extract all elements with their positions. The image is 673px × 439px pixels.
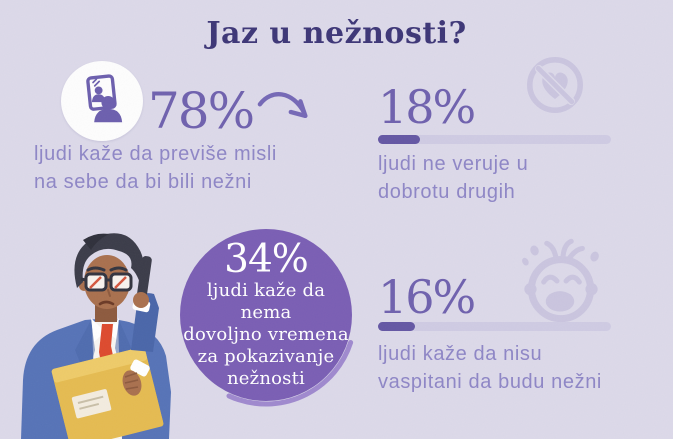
caption-line: dobrotu drugih xyxy=(378,181,516,203)
stat-value-self-focus: 78% xyxy=(148,82,255,140)
caption-line: nežnosti xyxy=(227,368,305,390)
caption-line: dovoljno vremena xyxy=(183,324,349,346)
caption-line: na sebe da bi bili nežni xyxy=(34,171,252,193)
stat-caption-upbringing: ljudi kaže da nisu vaspitani da budu než… xyxy=(378,340,602,396)
caption-line: ljudi kaže da nisu xyxy=(378,343,543,365)
worried-man-illustration xyxy=(15,230,185,439)
caption-line: ljudi kaže da previše misli xyxy=(34,143,277,165)
stat-value-upbringing: 16% xyxy=(378,270,476,324)
stat-caption-distrust: ljudi ne veruje u dobrotu drugih xyxy=(378,150,528,206)
progress-fill-upbringing xyxy=(378,322,416,331)
progress-bar-distrust xyxy=(378,135,611,144)
stat-circle-no-time: 34% ljudi kaže da nema dovoljno vremena … xyxy=(180,229,352,401)
curved-arrow-icon xyxy=(256,86,314,138)
page-title: Jaz u nežnosti? xyxy=(206,16,467,51)
caption-line: ljudi kaže da nema xyxy=(206,280,326,324)
mirror-self-reflection-icon xyxy=(86,74,123,123)
stat-value-no-time: 34% xyxy=(224,236,309,282)
progress-fill-distrust xyxy=(378,135,420,144)
progress-bar-upbringing xyxy=(378,322,611,331)
no-heart-icon xyxy=(520,50,590,120)
caption-line: vaspitani da budu nežni xyxy=(378,371,602,393)
caption-line: za pokazivanje xyxy=(197,346,335,368)
caption-line: ljudi ne veruje u xyxy=(378,153,529,175)
crying-baby-icon xyxy=(505,230,617,332)
stat-value-distrust: 18% xyxy=(378,80,476,134)
mirror-icon-badge xyxy=(61,61,143,141)
stat-caption-self-focus: ljudi kaže da previše misli na sebe da b… xyxy=(34,140,277,196)
